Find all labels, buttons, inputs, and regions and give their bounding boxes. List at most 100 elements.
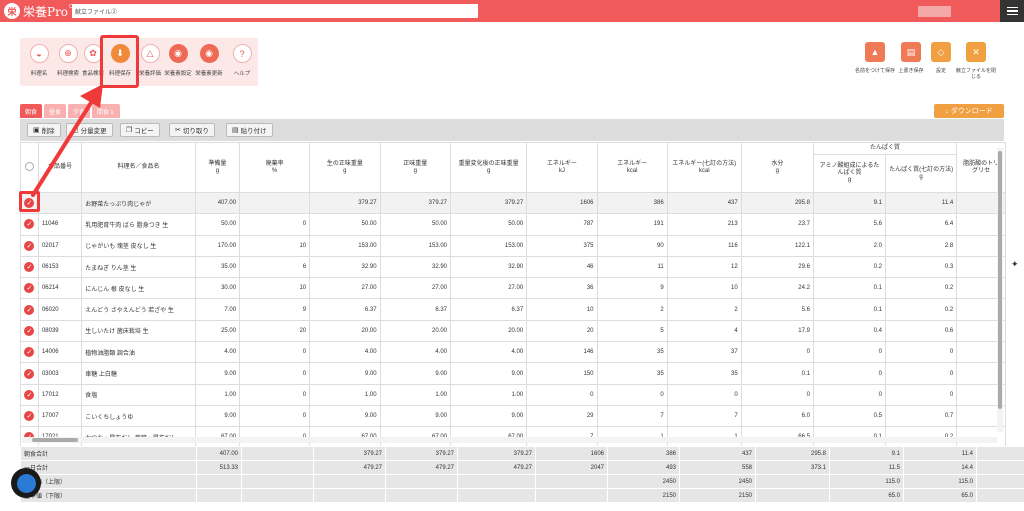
tab-2[interactable]: 夕食 [68,104,91,118]
tab-0[interactable]: 朝食 [20,104,43,118]
right-tool-button-1[interactable]: ▤ 上書き保存 [891,42,931,74]
column-header[interactable]: 準備量 g [194,142,241,193]
totals-cell [535,474,608,489]
tool-button-1[interactable]: ⊕ 料理検索 [55,44,81,77]
totals-cell [976,446,1024,461]
table-cell[interactable] [37,191,83,215]
table-cell[interactable]: じゃがいも 塊茎 皮なし 生 [81,234,196,257]
food-row[interactable]: ✓ 11046 乳用肥育牛肉 ばら 脂身つき 生 50.00 0 50.00 50.00 50… [20,213,1006,236]
column-header[interactable]: 廃棄率 % [239,142,311,193]
table-cell[interactable]: 06020 [37,298,83,321]
table-cell[interactable]: 植物油脂類 調合油 [81,341,196,364]
table-cell: 32.90 [449,255,528,279]
row-checkbox[interactable]: ✓ [20,213,39,236]
row-checkbox[interactable]: ✓ [20,404,39,428]
horizontal-scrollbar[interactable] [22,437,997,443]
food-row[interactable]: ✓ 17012 食塩 1.00 0 1.00 1.00 1.00 0 0 0 0 0 0 [20,383,1006,406]
tool-button-5[interactable]: ◉ 栄養素設定 [164,44,192,77]
tool-button-7[interactable]: ? ヘルプ [229,44,255,77]
check-icon: ✓ [24,240,35,251]
column-header[interactable]: エネルギー kcal [596,142,668,193]
download-button[interactable]: ↓ ダウンロード [934,104,1004,118]
food-row[interactable]: ✓ 06214 にんじん 根 皮なし 生 30.00 10 27.00 27.00 27.00… [20,277,1006,300]
select-all-checkbox[interactable] [20,142,39,193]
table-cell[interactable]: 06214 [37,277,83,300]
action-button-3[interactable]: ✂ 切り取り [169,123,215,137]
table-cell[interactable]: 02017 [37,234,83,257]
food-row[interactable]: ✓ 17007 こいくちしょうゆ 9.00 0 9.00 9.00 9.00 29 7 7 6.0 0.… [20,404,1006,428]
right-tool-button-2[interactable]: ◇ 設定 [921,42,961,74]
row-checkbox[interactable]: ✓ [20,234,39,257]
check-icon: ✓ [24,262,35,273]
food-row[interactable]: ✓ 08039 生しいたけ 菌床栽培 生 25.00 20 20.00 20.00 20.00… [20,319,1006,343]
column-header[interactable]: 料理名／食品名 [81,142,196,193]
highlight-first-row-checkbox [19,191,40,212]
column-header[interactable]: エネルギー kJ [526,142,598,193]
table-cell[interactable]: 03003 [37,362,83,385]
tool-button-4[interactable]: △ 栄養評価 [137,44,163,77]
table-cell[interactable]: 生しいたけ 菌床栽培 生 [81,319,196,343]
food-row[interactable]: ✓ 14006 植物油脂類 調合油 4.00 0 4.00 4.00 4.00 146 35 37 0… [20,341,1006,364]
action-button-4[interactable]: ▤ 貼り付け [226,123,273,137]
row-checkbox[interactable]: ✓ [20,277,39,300]
file-name-input[interactable] [72,4,478,18]
table-cell: 0 [239,213,311,236]
column-header[interactable]: 生の正味重量 g [309,142,381,193]
table-cell: 407.00 [194,191,241,215]
column-header[interactable]: 食品番号 [37,142,83,193]
row-checkbox[interactable]: ✓ [20,319,39,343]
totals-cell: 2150 [679,488,756,503]
row-checkbox[interactable]: ✓ [20,383,39,406]
totals-cell [976,474,1024,489]
column-header[interactable]: 正味重量 g [379,142,452,193]
tool-button-3[interactable]: ⬇ 料理保存 [107,44,133,77]
right-tool-button-3[interactable]: ✕ 献立ファイルを閉じる [956,42,996,80]
table-cell[interactable]: にんじん 根 皮なし 生 [81,277,196,300]
user-account-button[interactable] [918,6,951,17]
food-row[interactable]: ✓ 06020 えんどう さやえんどう 若ざや 生 7.00 9 6.37 6.37 6.37… [20,298,1006,321]
row-checkbox[interactable]: ✓ [20,255,39,279]
table-cell[interactable]: 06153 [37,255,83,279]
floating-action-button[interactable] [11,468,41,498]
food-row[interactable]: ✓ 03003 車糖 上白糖 9.00 0 9.00 9.00 9.00 150 35 35 0.1 0… [20,362,1006,385]
table-cell[interactable]: 車糖 上白糖 [81,362,196,385]
table-cell[interactable]: えんどう さやえんどう 若ざや 生 [81,298,196,321]
table-cell[interactable]: 乳用肥育牛肉 ばら 脂身つき 生 [81,213,196,236]
tool-button-0[interactable]: ◒ 料理名 [26,44,52,77]
table-cell: 2 [596,298,668,321]
tab-3[interactable]: 間食１ [92,104,121,118]
vertical-scrollbar[interactable] [997,148,1003,432]
action-button-0[interactable]: ▣ 削除 [27,123,61,137]
table-cell[interactable]: 14006 [37,341,83,364]
action-icon: ❐ [126,127,133,134]
column-header[interactable]: 水分 g [740,142,814,193]
table-cell[interactable]: こいくちしょうゆ [81,404,196,428]
table-cell[interactable]: お野菜たっぷり肉じゃが [81,191,196,215]
column-header[interactable]: 重量変化後の正味重量 g [449,142,528,193]
hamburger-menu-icon[interactable] [1000,0,1024,22]
table-cell[interactable]: 11046 [37,213,83,236]
tool-button-6[interactable]: ◉ 栄養素更新 [195,44,223,77]
table-cell[interactable]: 17012 [37,383,83,406]
food-row[interactable]: ✓ 02017 じゃがいも 塊茎 皮なし 生 170.00 10 153.00 153.00… [20,234,1006,257]
column-header[interactable]: エネルギー(七訂の方法) kcal [666,142,742,193]
table-cell: 50.00 [379,213,452,236]
row-checkbox[interactable]: ✓ [20,341,39,364]
table-cell[interactable]: 08039 [37,319,83,343]
row-checkbox[interactable]: ✓ [20,362,39,385]
table-cell[interactable]: たまねぎ りん茎 生 [81,255,196,279]
column-header[interactable]: たんぱく質(七訂の方法) g [884,154,958,193]
tab-1[interactable]: 昼食 [44,104,67,118]
food-row[interactable]: ✓ 06153 たまねぎ りん茎 生 35.00 6 32.90 32.90 32.90 46 1… [20,255,1006,279]
right-tool-button-0[interactable]: ▲ 名前をつけて保存 [855,42,895,74]
column-header[interactable]: アミノ酸組成によるたんぱく質 g [812,154,887,193]
totals-row: 朝食合計 407.00 379.27 379.27 379.27 1606 386 437 29… [20,446,1024,461]
table-cell[interactable]: 17007 [37,404,83,428]
table-cell[interactable]: 食塩 [81,383,196,406]
row-checkbox[interactable]: ✓ [20,298,39,321]
sparkle-icon[interactable]: ✦ [1011,259,1019,269]
action-button-1[interactable]: ▢ 分量変更 [66,123,113,137]
table-cell: 20.00 [379,319,452,343]
dish-row[interactable]: ✓ お野菜たっぷり肉じゃが 407.00 379.27 379.27 379.27 1606… [20,191,1006,215]
action-button-2[interactable]: ❐ コピー [120,123,160,137]
